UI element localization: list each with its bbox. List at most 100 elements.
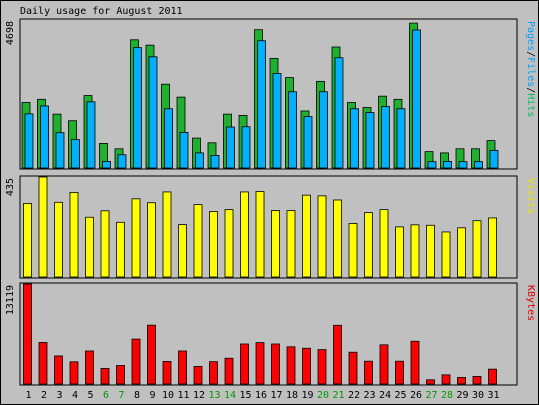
x-tick-label: 15 [239, 390, 251, 401]
files-bar [396, 108, 406, 169]
files-bar [195, 152, 204, 169]
files-bar [86, 101, 96, 169]
files-bar [133, 47, 142, 169]
y-max-label: 4698 [5, 21, 16, 45]
kbytes-bar [379, 344, 389, 385]
files-bar [71, 139, 80, 169]
files-bar [412, 29, 421, 169]
x-tick-label: 11 [177, 390, 189, 401]
visits-bar [441, 231, 451, 278]
kbytes-bar [255, 342, 265, 385]
x-tick-label: 8 [134, 390, 140, 401]
visits-bar [255, 191, 265, 278]
files-bar [55, 132, 65, 169]
visits-bar [131, 198, 141, 278]
files-bar [226, 126, 235, 169]
legend-label: Visits [525, 178, 536, 214]
y-max-label: 435 [5, 178, 16, 196]
legend-label: Pages/Files/Hits [525, 21, 536, 117]
kbytes-bar [240, 343, 249, 385]
visits-bar [38, 176, 48, 278]
files-bar [365, 112, 375, 169]
kbytes-bar [333, 324, 342, 385]
kbytes-bar [147, 324, 156, 385]
legend-label: KBytes [525, 285, 536, 321]
kbytes-bar [162, 361, 172, 385]
visits-bar [472, 220, 482, 278]
files-bar [272, 73, 282, 169]
x-tick-label: 24 [379, 390, 391, 401]
kbytes-bar [441, 374, 451, 385]
kbytes-bar [348, 351, 358, 385]
files-bar [117, 154, 127, 169]
x-tick-label: 18 [286, 390, 298, 401]
kbytes-bar [116, 365, 125, 385]
files-bar [303, 116, 313, 169]
kbytes-bar [23, 283, 32, 385]
x-tick-label: 29 [456, 390, 468, 401]
visits-bar [85, 216, 94, 278]
files-bar [288, 91, 297, 169]
visits-bar [224, 209, 234, 278]
kbytes-bar [426, 379, 435, 385]
visits-bar [457, 227, 466, 278]
x-tick-label: 6 [103, 390, 109, 401]
x-tick-label: 13 [208, 390, 220, 401]
files-bar [319, 91, 328, 169]
x-tick-label: 21 [332, 390, 344, 401]
x-tick-label: 7 [118, 390, 124, 401]
files-bar [148, 56, 158, 169]
x-tick-label: 2 [41, 390, 47, 401]
x-tick-label: 19 [301, 390, 313, 401]
visits-bar [302, 194, 311, 278]
x-tick-label: 10 [162, 390, 174, 401]
visits-bar [488, 217, 497, 278]
visits-bar [395, 226, 404, 278]
visits-bar [147, 202, 156, 278]
files-bar [241, 126, 251, 169]
x-tick-label: 30 [472, 390, 484, 401]
files-bar [257, 40, 266, 169]
kbytes-bar [131, 338, 141, 385]
visits-bar [333, 199, 342, 278]
visits-bar [379, 209, 389, 278]
visits-bar [54, 201, 63, 278]
visits-bar [286, 210, 296, 278]
visits-bar [410, 224, 420, 278]
files-bar [350, 108, 359, 169]
visits-bar [23, 203, 32, 278]
kbytes-bar [224, 357, 234, 385]
x-tick-label: 5 [87, 390, 93, 401]
visits-bar [240, 191, 249, 278]
x-tick-label: 28 [441, 390, 453, 401]
files-bar [164, 108, 173, 169]
kbytes-bar [69, 361, 79, 385]
files-bar [443, 160, 452, 169]
kbytes-bar [100, 368, 110, 385]
visits-bar [116, 221, 125, 278]
kbytes-bar [54, 355, 63, 385]
visits-bar [162, 191, 172, 278]
x-tick-label: 1 [25, 390, 31, 401]
files-bar [381, 106, 390, 169]
kbytes-bar [317, 349, 327, 385]
kbytes-bar [209, 361, 218, 385]
visits-bar [317, 195, 327, 278]
files-bar [474, 161, 483, 169]
visits-bar [426, 224, 435, 278]
x-tick-label: 25 [394, 390, 406, 401]
visits-bar [69, 192, 79, 278]
x-tick-label: 14 [224, 390, 236, 401]
kbytes-bar [364, 360, 373, 385]
visits-bar [193, 204, 203, 278]
files-bar [427, 161, 437, 169]
x-tick-label: 4 [72, 390, 78, 401]
kbytes-bar [410, 340, 420, 385]
kbytes-bar [178, 350, 187, 385]
visits-bar [348, 223, 358, 278]
visits-bar [100, 210, 110, 278]
kbytes-bar [472, 375, 482, 385]
x-tick-label: 12 [193, 390, 205, 401]
kbytes-bar [85, 350, 94, 385]
kbytes-bar [193, 366, 203, 385]
